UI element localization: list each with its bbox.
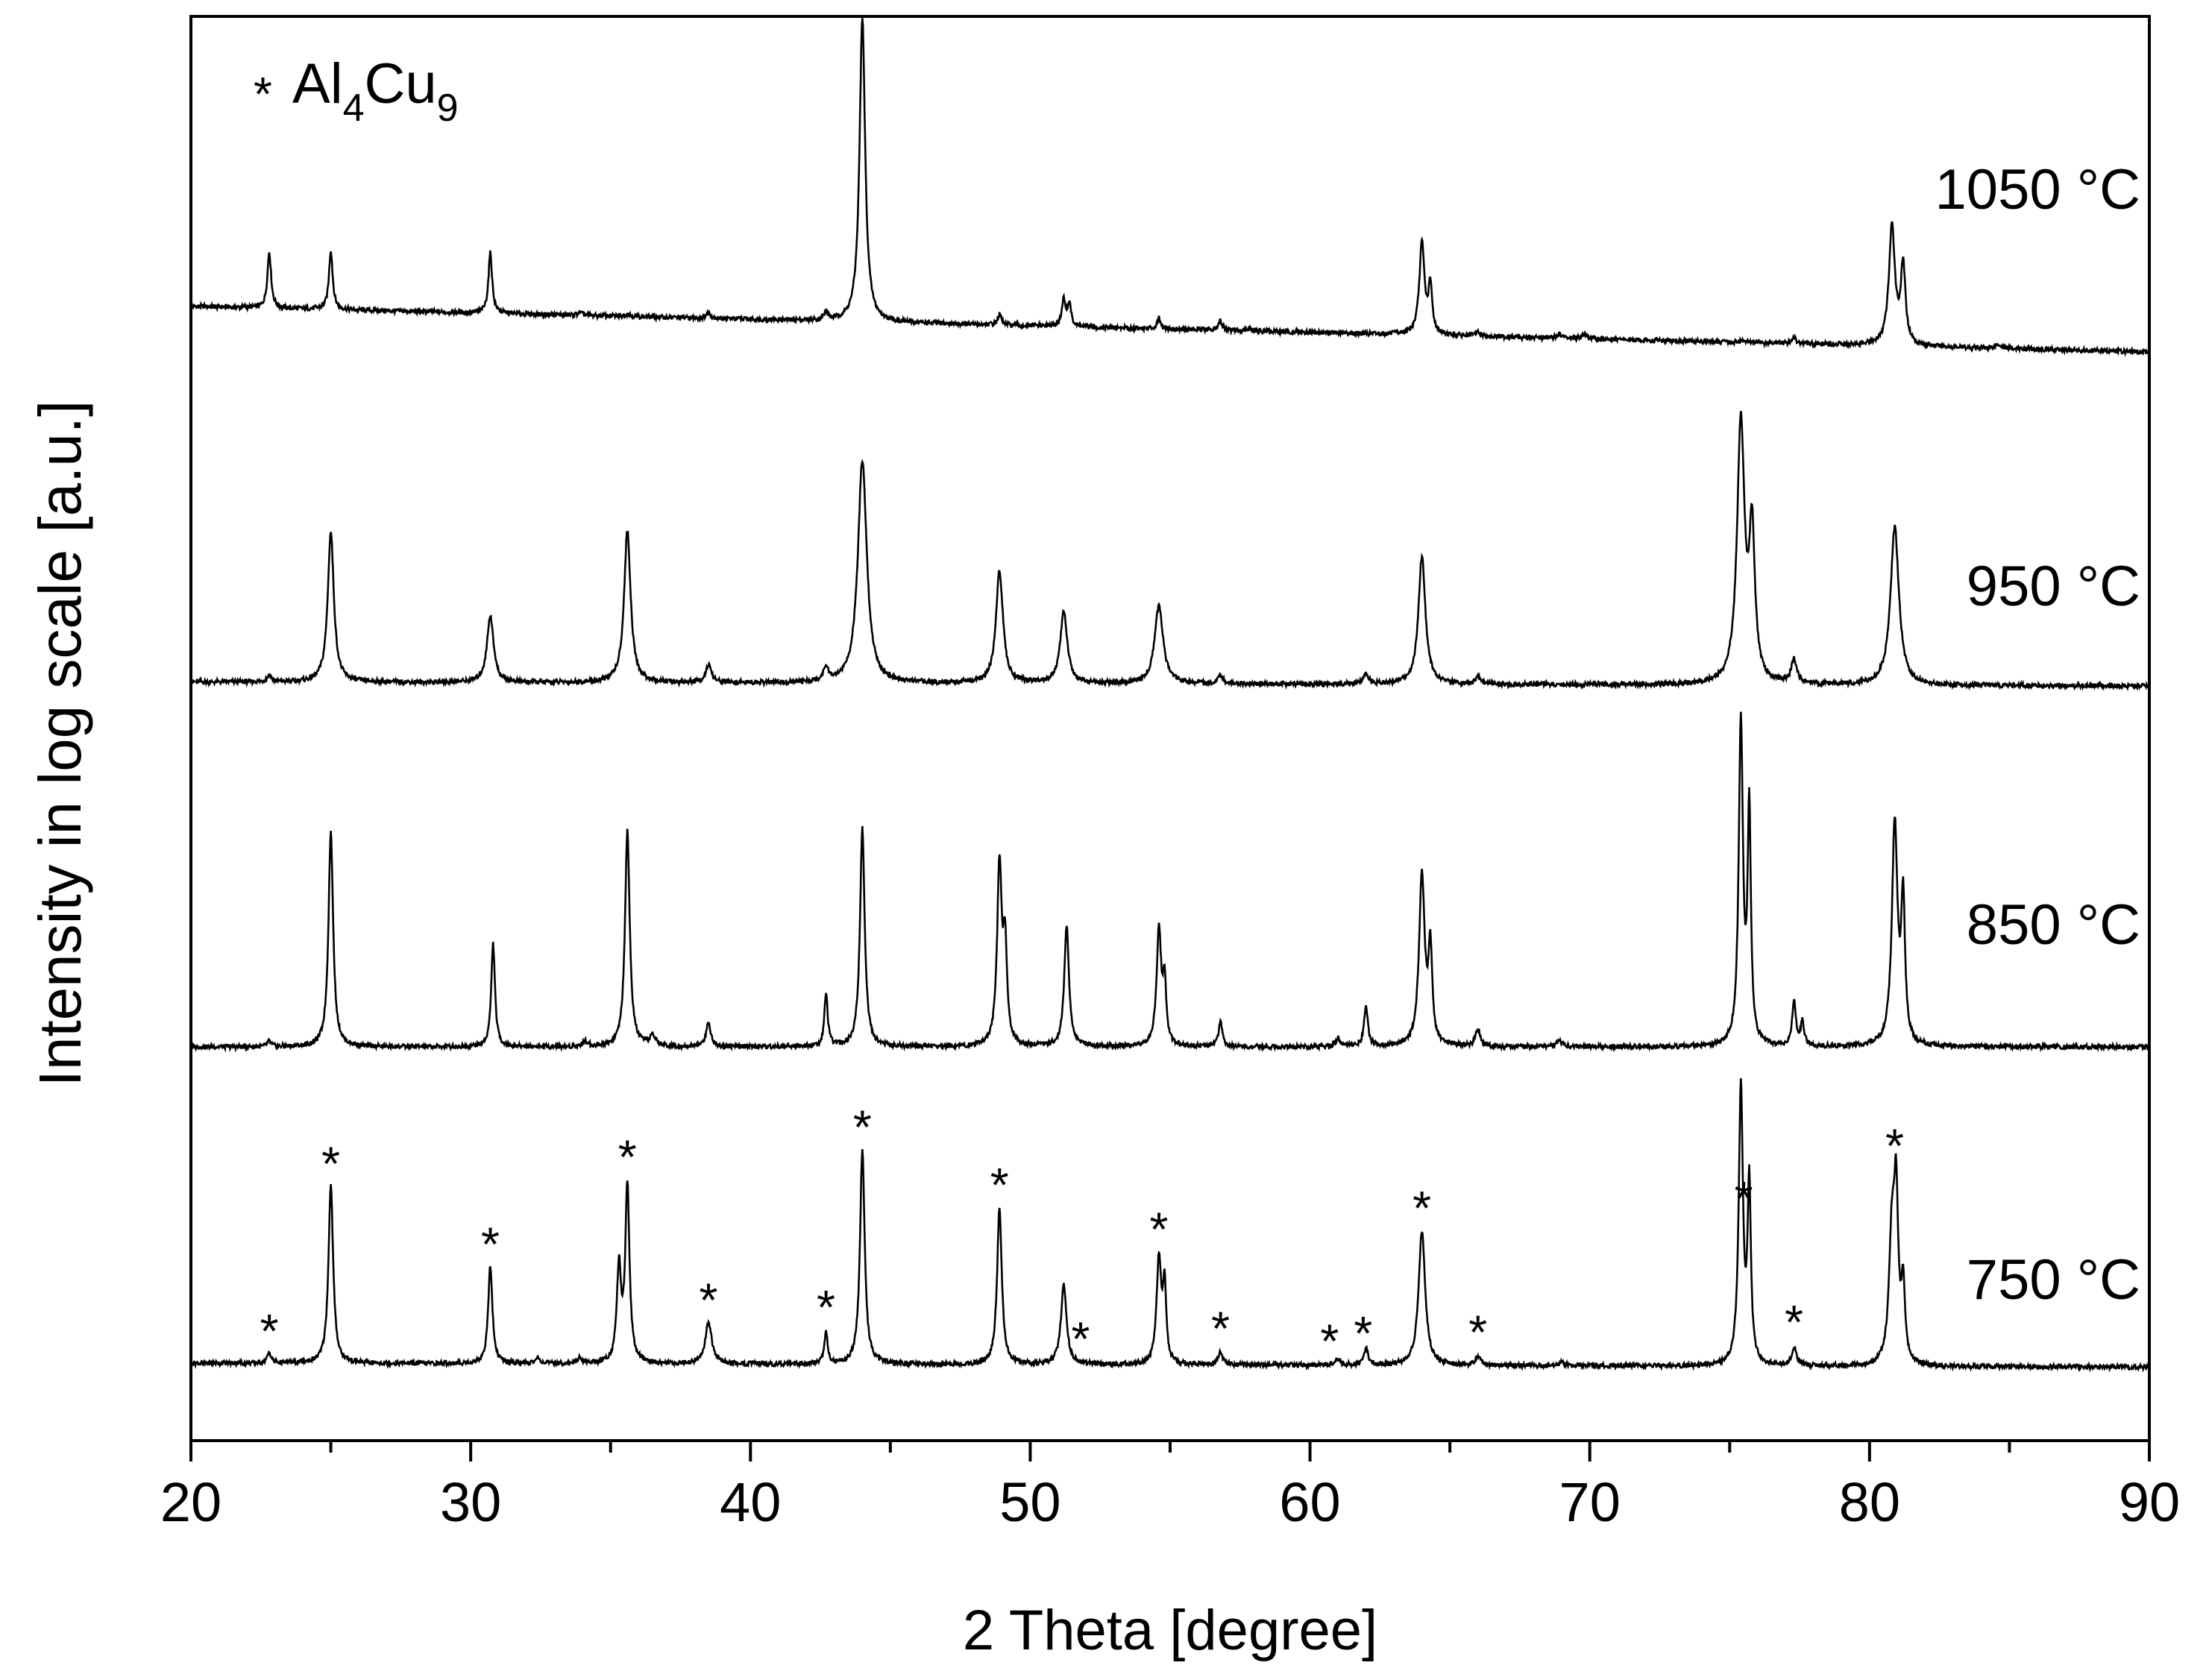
legend-label-sub1: 4 <box>343 86 365 130</box>
y-axis-title: Intensity in log scale [a.u.] <box>27 400 93 1087</box>
x-tick-label: 30 <box>440 1471 501 1533</box>
phase-marker: * <box>1885 1119 1904 1173</box>
phase-marker-layer: * * * * * * * * * * * * * * * * * * <box>260 1101 1904 1368</box>
phase-marker: * <box>1211 1301 1230 1355</box>
plot-area: * * * * * * * * * * * * * * * * * * 1050 °C 950 °C 850 °C 75… <box>189 18 2151 1373</box>
phase-marker: * <box>618 1130 637 1184</box>
x-tick-label: 70 <box>1559 1471 1621 1533</box>
x-tick-label: 50 <box>999 1471 1060 1533</box>
x-axis-ticks: 20 30 40 50 60 70 80 90 <box>160 1441 2180 1533</box>
phase-marker: * <box>1412 1181 1431 1235</box>
series-label-layer: 1050 °C 950 °C 850 °C 750 °C <box>1935 158 2140 1312</box>
legend-label: Al4Cu9 <box>292 52 459 130</box>
phase-marker: * <box>1468 1305 1487 1359</box>
series-label: 1050 °C <box>1935 158 2140 221</box>
phase-marker: * <box>1150 1202 1169 1256</box>
x-tick-label: 40 <box>720 1471 781 1533</box>
xrd-trace <box>189 18 2150 357</box>
phase-marker: * <box>1072 1312 1090 1365</box>
phase-marker: * <box>260 1304 279 1358</box>
phase-marker: * <box>853 1101 872 1154</box>
legend: * Al4Cu9 <box>254 52 459 130</box>
phase-marker: * <box>700 1274 718 1327</box>
legend-label-sub2: 9 <box>437 86 459 130</box>
phase-marker: * <box>1354 1306 1372 1360</box>
phase-marker: * <box>1320 1314 1339 1368</box>
series-label: 950 °C <box>1967 555 2140 618</box>
x-tick-label: 60 <box>1279 1471 1340 1533</box>
x-tick-label: 80 <box>1839 1471 1900 1533</box>
phase-marker: * <box>481 1217 500 1271</box>
phase-marker: * <box>817 1280 835 1334</box>
phase-marker: * <box>321 1136 340 1190</box>
phase-marker: * <box>1735 1171 1753 1225</box>
legend-label-part1: Al <box>292 52 343 116</box>
phase-marker: * <box>990 1158 1009 1212</box>
legend-marker-symbol: * <box>254 67 272 121</box>
xrd-trace <box>189 1077 2151 1373</box>
xrd-trace <box>190 410 2151 692</box>
x-tick-label: 20 <box>160 1471 221 1533</box>
series-label: 850 °C <box>1967 893 2140 957</box>
series-label: 750 °C <box>1967 1248 2140 1312</box>
x-tick-label: 90 <box>2119 1471 2180 1533</box>
phase-marker: * <box>1785 1295 1803 1349</box>
x-axis-title: 2 Theta [degree] <box>963 1599 1377 1662</box>
series-layer <box>189 18 2151 1373</box>
legend-label-part2: Cu <box>365 52 437 116</box>
xrd-trace <box>189 711 2150 1053</box>
